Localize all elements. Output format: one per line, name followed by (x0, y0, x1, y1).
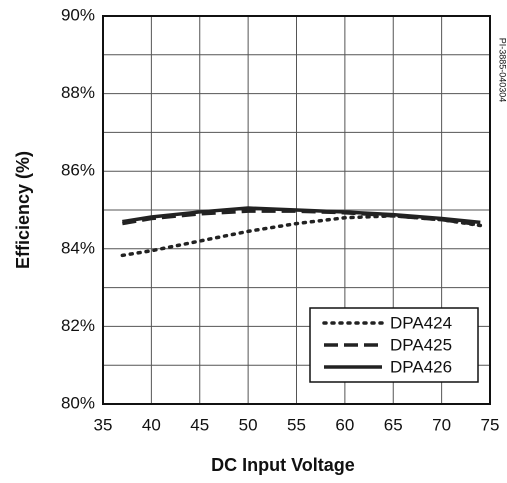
x-tick-label: 75 (481, 415, 500, 434)
y-tick-label: 88% (61, 83, 95, 102)
y-axis-label: Efficiency (%) (13, 151, 33, 269)
y-tick-label: 80% (61, 393, 95, 412)
legend-label: DPA425 (390, 335, 452, 354)
y-tick-label: 84% (61, 238, 95, 257)
x-tick-label: 45 (190, 415, 209, 434)
x-tick-label: 60 (335, 415, 354, 434)
x-tick-label: 70 (432, 415, 451, 434)
plot-frame (102, 15, 491, 405)
x-tick-label: 55 (287, 415, 306, 434)
annotation: PI-3885-040304 (498, 38, 507, 103)
x-tick-label: 65 (384, 415, 403, 434)
y-tick-label: 86% (61, 161, 95, 180)
x-tick-label: 40 (142, 415, 161, 434)
series-line (120, 214, 483, 258)
y-tick-label: 82% (61, 316, 95, 335)
series-line (122, 206, 481, 225)
legend-label: DPA426 (390, 357, 452, 376)
legend-label: DPA424 (390, 313, 452, 332)
x-tick-label: 35 (94, 415, 113, 434)
y-tick-label: 90% (61, 5, 95, 24)
x-axis-label: DC Input Voltage (211, 455, 355, 475)
x-tick-label: 50 (239, 415, 258, 434)
